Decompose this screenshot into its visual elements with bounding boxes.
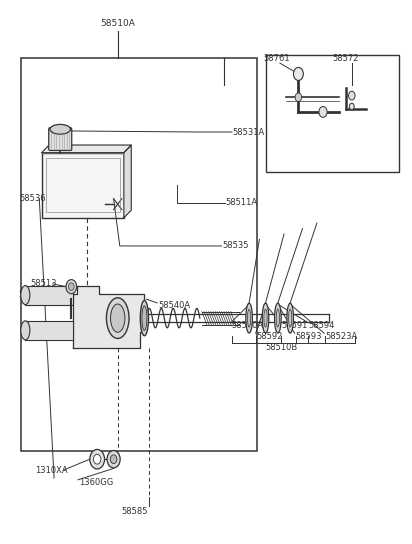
Text: 58510B: 58510B	[266, 343, 298, 353]
Bar	[25, 286, 73, 305]
Ellipse shape	[110, 304, 125, 332]
Ellipse shape	[248, 309, 251, 327]
Text: 58514A: 58514A	[19, 290, 51, 299]
Bar	[266, 55, 399, 171]
Ellipse shape	[140, 300, 148, 336]
Text: 58585: 58585	[121, 508, 147, 516]
Ellipse shape	[142, 306, 147, 330]
Text: 58592: 58592	[257, 331, 283, 341]
Bar	[21, 58, 258, 451]
Circle shape	[349, 91, 355, 100]
Text: 58572: 58572	[332, 54, 359, 63]
Ellipse shape	[287, 303, 293, 333]
Ellipse shape	[106, 298, 129, 338]
Circle shape	[107, 450, 120, 468]
Circle shape	[110, 455, 117, 463]
Circle shape	[68, 283, 74, 290]
Ellipse shape	[21, 321, 30, 340]
Text: 58523A: 58523A	[325, 331, 357, 341]
Circle shape	[349, 103, 354, 110]
Text: 1360GG: 1360GG	[80, 478, 114, 487]
Ellipse shape	[264, 309, 267, 327]
Text: 58536: 58536	[19, 194, 46, 203]
Ellipse shape	[288, 309, 292, 327]
Circle shape	[295, 93, 302, 102]
Text: 58511A: 58511A	[226, 198, 258, 207]
Polygon shape	[124, 145, 131, 218]
Text: 58594: 58594	[309, 320, 335, 330]
Ellipse shape	[274, 303, 281, 333]
Bar	[42, 153, 124, 218]
Text: 58593: 58593	[295, 331, 322, 341]
Text: 58540A: 58540A	[158, 301, 190, 310]
Bar	[25, 321, 73, 340]
Text: 58513: 58513	[30, 280, 57, 288]
Circle shape	[90, 449, 105, 469]
Ellipse shape	[21, 286, 30, 305]
Polygon shape	[73, 286, 145, 348]
Text: 58550A: 58550A	[232, 320, 264, 330]
Circle shape	[293, 67, 303, 81]
Ellipse shape	[246, 303, 253, 333]
Ellipse shape	[276, 309, 279, 327]
Circle shape	[94, 454, 101, 464]
Text: 58510A: 58510A	[100, 19, 135, 28]
Text: 1310XA: 1310XA	[35, 466, 68, 474]
FancyBboxPatch shape	[49, 128, 72, 151]
Text: 58531A: 58531A	[233, 127, 265, 137]
Text: 58591: 58591	[281, 320, 307, 330]
Bar	[46, 158, 120, 212]
Polygon shape	[42, 145, 131, 153]
Text: 58761: 58761	[263, 54, 290, 63]
Ellipse shape	[262, 303, 269, 333]
Ellipse shape	[50, 125, 70, 134]
Circle shape	[319, 107, 327, 118]
Text: 58535: 58535	[222, 242, 249, 250]
Circle shape	[66, 280, 77, 294]
